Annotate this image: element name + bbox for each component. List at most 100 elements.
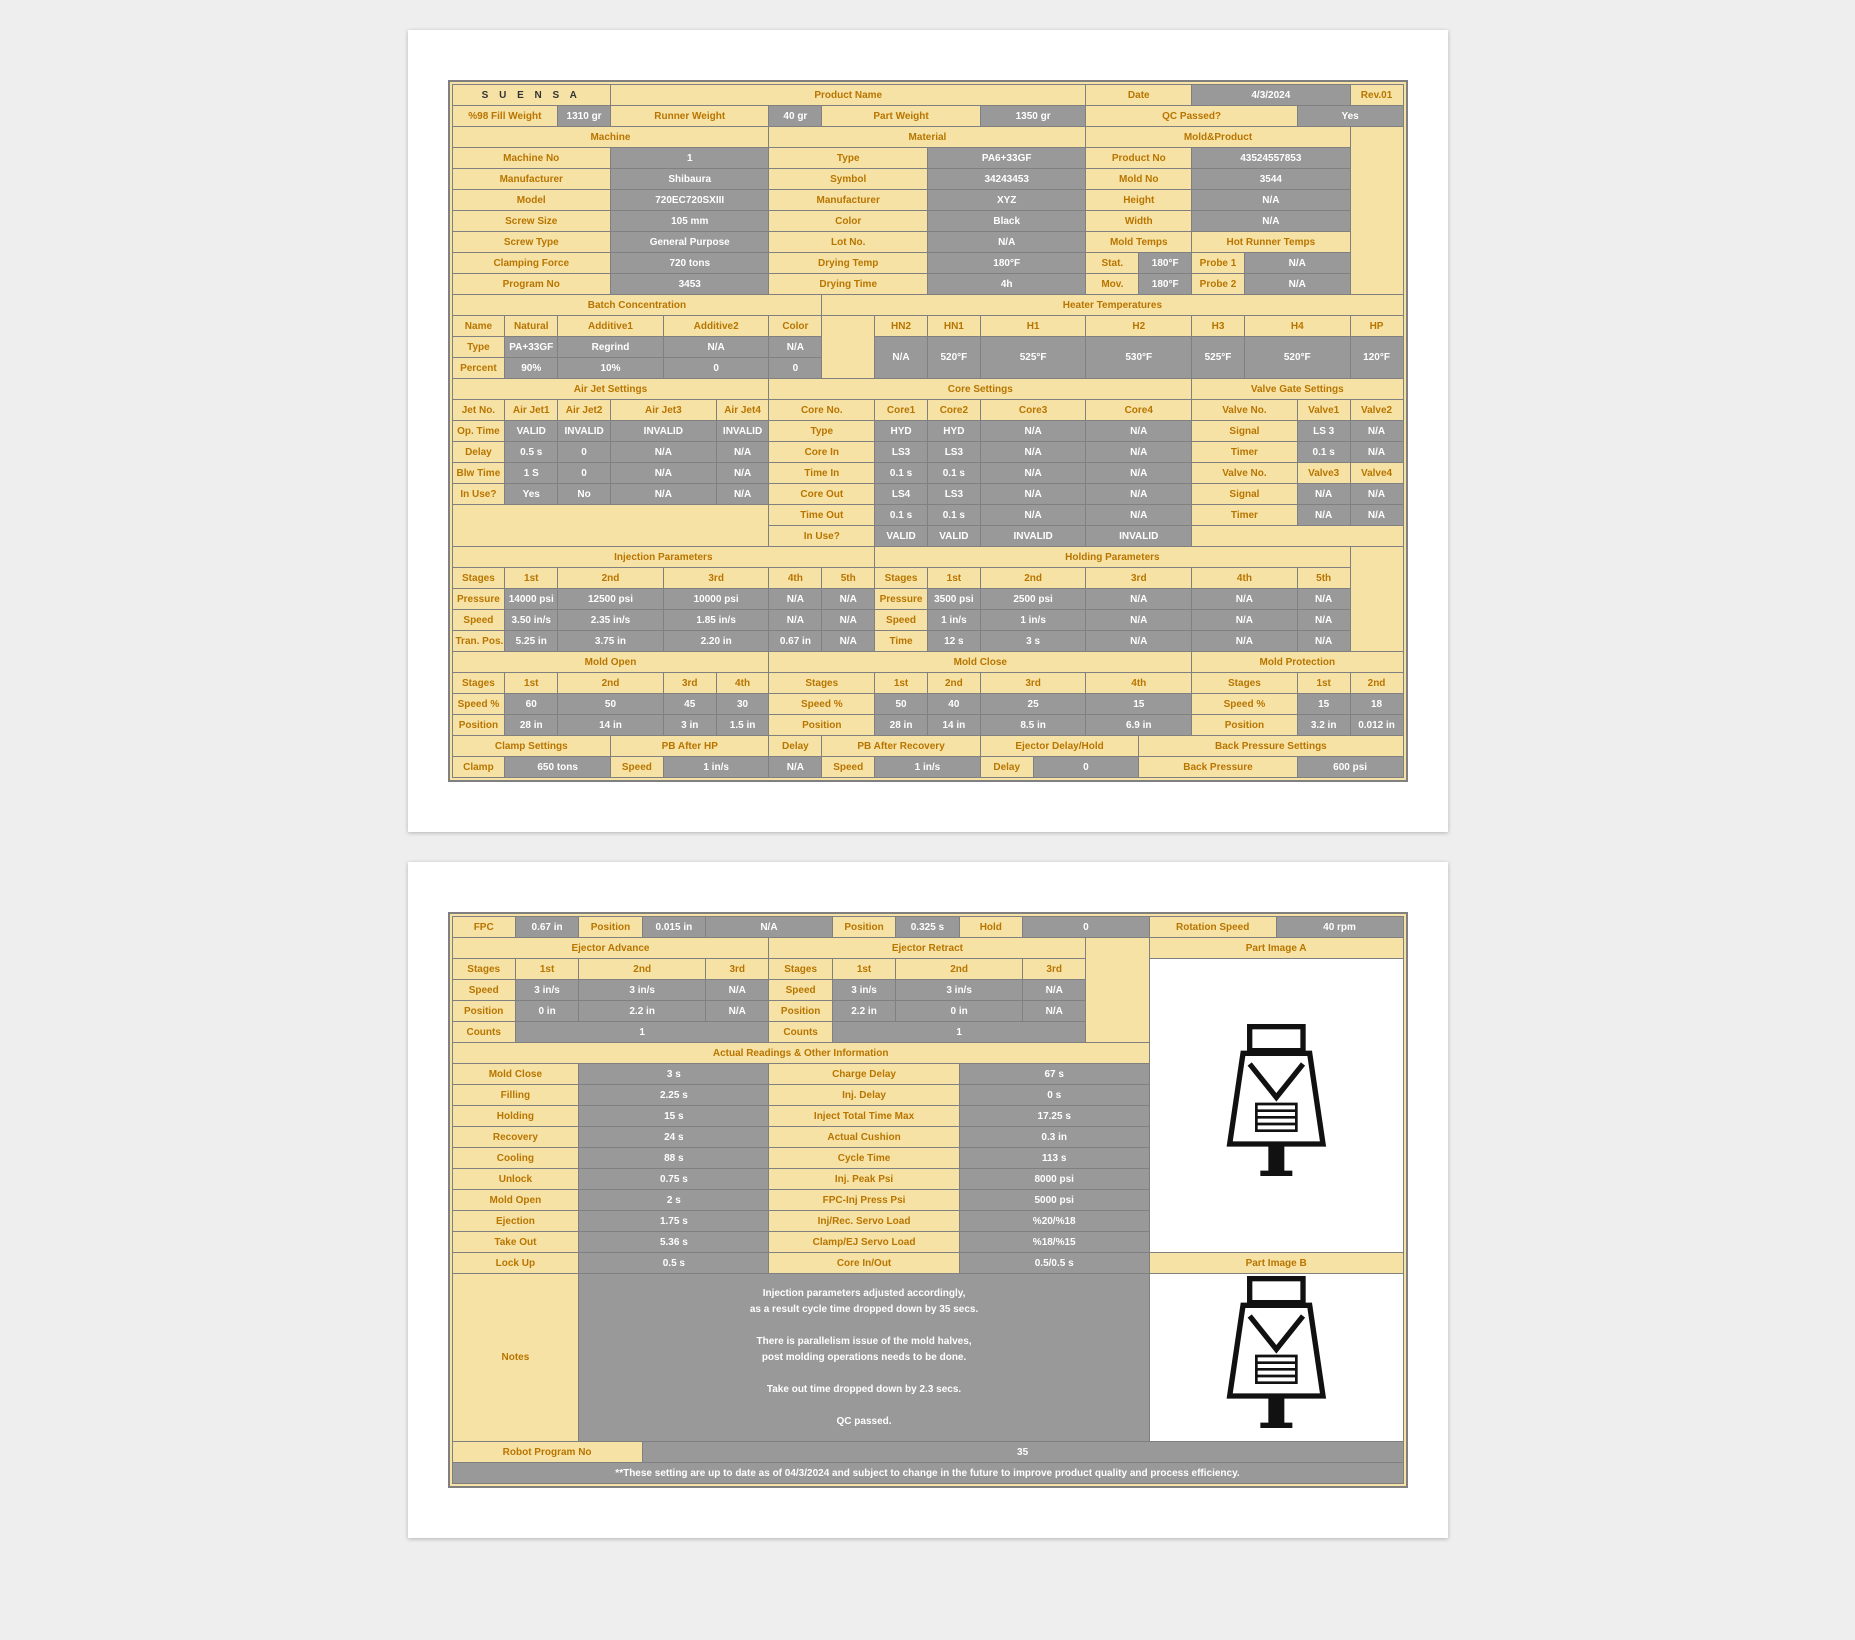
hv2: 525°F — [980, 337, 1086, 379]
clamp-force-label: Clamping Force — [452, 253, 610, 274]
notes-label: Notes — [452, 1274, 579, 1442]
er2: 2nd — [896, 959, 1023, 980]
batch-pct-label: Percent — [452, 358, 505, 379]
ho01: 3500 psi — [927, 589, 980, 610]
mold-section: Mold&Product — [1086, 127, 1350, 148]
c21: 0.1 s — [875, 463, 928, 484]
blank-airjet — [452, 505, 769, 547]
hv0: N/A — [875, 337, 928, 379]
ho13: N/A — [1086, 610, 1192, 631]
mold-no-label: Mold No — [1086, 169, 1192, 190]
pb-after-hp: PB After HP — [610, 736, 768, 757]
notes-body: Injection parameters adjusted accordingl… — [579, 1274, 1150, 1442]
a30: Recovery — [452, 1127, 579, 1148]
h-c0: Stages — [875, 568, 928, 589]
mo2: 2nd — [558, 673, 664, 694]
runner-weight-label: Runner Weight — [610, 106, 768, 127]
screw-size-label: Screw Size — [452, 211, 610, 232]
aj21: 1 S — [505, 463, 558, 484]
v41: N/A — [1297, 484, 1350, 505]
i23: 2.20 in — [663, 631, 769, 652]
bp0: 90% — [505, 358, 558, 379]
ho24: N/A — [1192, 631, 1298, 652]
mcr03: 25 — [980, 694, 1086, 715]
manufacturer: Shibaura — [610, 169, 768, 190]
drying-time: 4h — [927, 274, 1085, 295]
err02: 3 in/s — [896, 980, 1023, 1001]
color: Black — [927, 211, 1085, 232]
h3: H3 — [1192, 316, 1245, 337]
product-name-label: Product Name — [610, 85, 1085, 106]
speed2-label: Speed — [822, 757, 875, 778]
bt0: PA+33GF — [505, 337, 558, 358]
ej-blank — [1086, 938, 1149, 1043]
mo-section: Mold Open — [452, 652, 769, 673]
v-c2: Valve2 — [1350, 400, 1403, 421]
height: N/A — [1192, 190, 1350, 211]
a12: Inj. Delay — [769, 1085, 959, 1106]
v52: N/A — [1350, 505, 1403, 526]
mcr14: 6.9 in — [1086, 715, 1192, 736]
v10: Signal — [1192, 421, 1298, 442]
aj34: N/A — [716, 484, 769, 505]
a53: 8000 psi — [959, 1169, 1149, 1190]
batch-natural: Natural — [505, 316, 558, 337]
c42: 0.1 s — [927, 505, 980, 526]
fpc-label: FPC — [452, 917, 515, 938]
ea-counts: 1 — [515, 1022, 769, 1043]
a31: 24 s — [579, 1127, 769, 1148]
aj-c2: Air Jet2 — [558, 400, 611, 421]
page-2: FPC 0.67 in Position 0.015 in N/A Positi… — [408, 862, 1448, 1538]
ho23: N/A — [1086, 631, 1192, 652]
h-c4: 4th — [1192, 568, 1298, 589]
drying-time-label: Drying Time — [769, 274, 927, 295]
i04: N/A — [769, 589, 822, 610]
ho05: N/A — [1297, 589, 1350, 610]
drying-temp-label: Drying Temp — [769, 253, 927, 274]
c32: LS3 — [927, 484, 980, 505]
core-section: Core Settings — [769, 379, 1192, 400]
part-weight: 1350 gr — [980, 106, 1086, 127]
i00: Pressure — [452, 589, 505, 610]
speed1-label: Speed — [610, 757, 663, 778]
ho25: N/A — [1297, 631, 1350, 652]
aj22: 0 — [558, 463, 611, 484]
a63: 5000 psi — [959, 1190, 1149, 1211]
hv4: 525°F — [1192, 337, 1245, 379]
aj-c4: Air Jet4 — [716, 400, 769, 421]
heater-section: Heater Temperatures — [822, 295, 1403, 316]
mor01: 60 — [505, 694, 558, 715]
aj01: VALID — [505, 421, 558, 442]
err03: N/A — [1023, 980, 1086, 1001]
a23: 17.25 s — [959, 1106, 1149, 1127]
aj23: N/A — [610, 463, 716, 484]
a51: 0.75 s — [579, 1169, 769, 1190]
v12: N/A — [1350, 421, 1403, 442]
mold-temps-label: Mold Temps — [1086, 232, 1192, 253]
program-no-label: Program No — [452, 274, 610, 295]
ear01: 3 in/s — [515, 980, 578, 1001]
c04: N/A — [1086, 421, 1192, 442]
a52: Inj. Peak Psi — [769, 1169, 959, 1190]
aj14: N/A — [716, 442, 769, 463]
i10: Speed — [452, 610, 505, 631]
h-c1: 1st — [927, 568, 980, 589]
err11: 2.2 in — [832, 1001, 895, 1022]
ear02: 3 in/s — [579, 980, 706, 1001]
height-label: Height — [1086, 190, 1192, 211]
delay1-label: Delay — [769, 736, 822, 757]
mp1: 1st — [1297, 673, 1350, 694]
mor13: 3 in — [663, 715, 716, 736]
c52: VALID — [927, 526, 980, 547]
i22: 3.75 in — [558, 631, 664, 652]
i24: 0.67 in — [769, 631, 822, 652]
bt3: N/A — [769, 337, 822, 358]
a81: 5.36 s — [579, 1232, 769, 1253]
fpc-pos2-label: Position — [832, 917, 895, 938]
ej-delay: Ejector Delay/Hold — [980, 736, 1138, 757]
a32: Actual Cushion — [769, 1127, 959, 1148]
hn2: HN2 — [875, 316, 928, 337]
hv3: 530°F — [1086, 337, 1192, 379]
mcr02: 40 — [927, 694, 980, 715]
machine-no-label: Machine No — [452, 148, 610, 169]
